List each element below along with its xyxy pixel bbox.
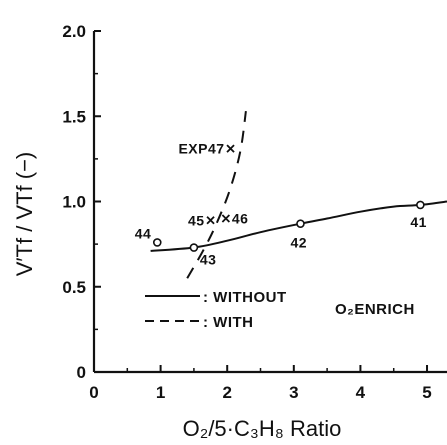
y-tick-label: 0.5 xyxy=(62,278,86,297)
x-tick-label: 4 xyxy=(356,383,366,402)
y-axis-title: V′Tf / VTf (−) xyxy=(12,152,37,277)
data-points: 41 42 43 44 45 46 EXP47 xyxy=(135,141,427,268)
x-tick-label: 3 xyxy=(289,383,298,402)
x-tick-label: 5 xyxy=(422,383,431,402)
point-label-46: 46 xyxy=(232,211,249,227)
point-label-41: 41 xyxy=(410,214,427,230)
point-label-44: 44 xyxy=(135,225,152,241)
point-marker-42 xyxy=(296,219,305,228)
point-label-43: 43 xyxy=(200,252,217,268)
legend-label-with: : WITH xyxy=(203,314,253,331)
legend-label-without: : WITHOUT xyxy=(203,289,287,306)
legend: : WITHOUT : WITH xyxy=(145,289,287,331)
ticks: 0 1 2 3 4 500.51.01.52.0 xyxy=(62,22,431,402)
series-line-without xyxy=(150,200,447,252)
x-tick-label: 2 xyxy=(222,383,231,402)
y-tick-label: 2.0 xyxy=(62,22,86,41)
x-tick-label: 0 xyxy=(89,383,98,402)
series-line-with xyxy=(186,110,247,279)
point-marker-44 xyxy=(152,238,162,247)
y-tick-label: 1.0 xyxy=(62,193,86,212)
y-tick-label: 0 xyxy=(77,363,86,382)
point-marker-EXP47 xyxy=(226,144,235,153)
y-tick-label: 1.5 xyxy=(62,107,86,126)
point-label-EXP47: EXP47 xyxy=(178,141,224,157)
point-marker-43 xyxy=(189,243,199,252)
point-marker-46 xyxy=(221,214,231,223)
point-label-45: 45 xyxy=(188,212,205,228)
x-axis-title: O₂/5·C₃H₈ Ratio xyxy=(183,416,342,441)
point-marker-41 xyxy=(416,200,425,210)
annotation-o2-enrich: O₂ENRICH xyxy=(335,301,415,318)
point-marker-45 xyxy=(206,216,215,225)
x-tick-label: 1 xyxy=(156,383,165,402)
point-label-42: 42 xyxy=(290,235,307,251)
series-lines xyxy=(150,110,447,279)
